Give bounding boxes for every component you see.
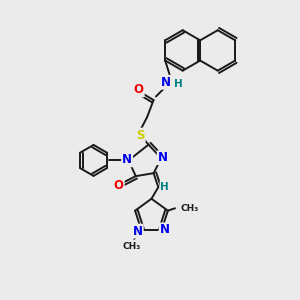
Text: N: N: [122, 153, 132, 166]
Text: S: S: [136, 129, 145, 142]
Text: N: N: [161, 76, 171, 89]
Text: O: O: [134, 83, 144, 97]
Text: N: N: [158, 151, 168, 164]
Text: H: H: [160, 182, 169, 192]
Text: CH₃: CH₃: [123, 242, 141, 251]
Text: N: N: [133, 225, 143, 238]
Text: CH₃: CH₃: [180, 204, 199, 213]
Text: N: N: [160, 224, 170, 236]
Text: H: H: [174, 79, 182, 89]
Text: O: O: [114, 179, 124, 192]
